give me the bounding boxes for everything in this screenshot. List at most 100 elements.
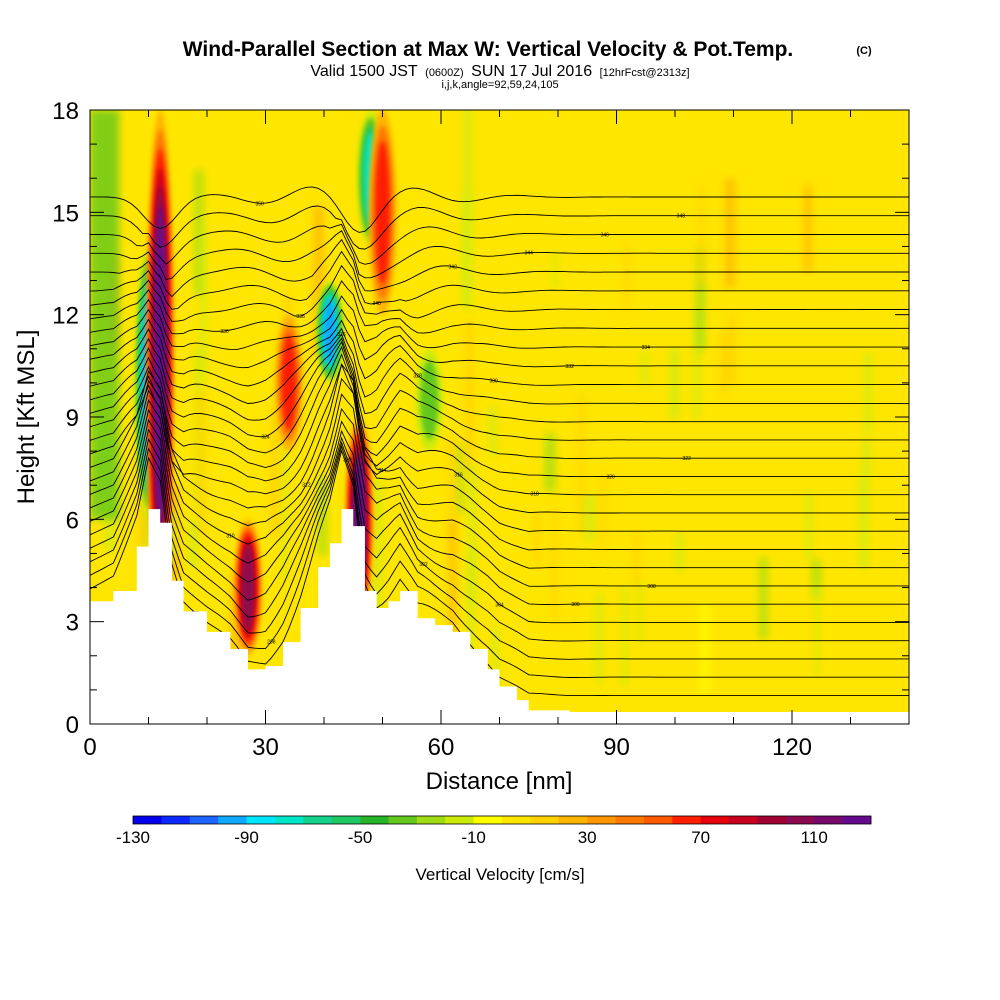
colorbar-swatch (842, 816, 872, 824)
texture-cell (313, 206, 324, 358)
texture-cell (727, 314, 737, 386)
forecast-label: [12hrFcst@2313z] (600, 67, 690, 79)
isentrope-line (90, 340, 909, 459)
x-tick-label: 90 (603, 734, 630, 761)
texture-cell (805, 491, 813, 560)
colorbar-swatch (814, 816, 843, 824)
colorbar-tick-label: -90 (234, 828, 259, 847)
isentrope-line (90, 318, 909, 387)
isentrope-line (90, 345, 909, 478)
valid-time-line: Valid 1500 JST (0600Z) SUN 17 Jul 2016 [… (310, 63, 689, 80)
texture-cell (624, 243, 630, 309)
colorbar-title: Vertical Velocity [cm/s] (415, 865, 584, 884)
texture-cell (269, 408, 281, 537)
colorbar-swatch (530, 816, 560, 824)
colorbar-swatch (133, 816, 162, 824)
isentrope-line (90, 223, 909, 265)
valid-prefix: Valid 1500 JST (310, 63, 418, 80)
colorbar-frame (132, 815, 872, 825)
texture-cell (448, 436, 456, 544)
texture-cell (457, 444, 464, 515)
texture-cell (693, 308, 701, 419)
texture-cell (759, 557, 768, 639)
colorbar-swatch (700, 816, 730, 824)
downdraft-core (323, 298, 336, 365)
axes: 0 30 60 90 120 0 3 6 9 12 15 18 (52, 98, 910, 761)
y-tick-label: 0 (66, 712, 79, 739)
isentrope-label: 304 (495, 603, 504, 609)
isentrope-line (90, 389, 909, 569)
colorbar-swatch (502, 816, 531, 824)
isentrope-line (90, 264, 909, 322)
valid-date: SUN 17 Jul 2016 (471, 63, 592, 80)
isentrope-label: 324 (261, 435, 270, 441)
texture-cell (465, 261, 472, 311)
isentrope-label: 342 (449, 264, 458, 270)
texture-cell (199, 225, 207, 377)
isentrope-line (90, 377, 909, 551)
colorbar: -130 -90 -50 -10 30 70 110 (116, 815, 872, 847)
texture-cell (551, 507, 558, 622)
copyright-mark: (C) (856, 45, 872, 57)
colorbar-swatch (218, 816, 247, 824)
isentrope-line (90, 363, 909, 532)
texture-cell (188, 519, 199, 568)
colorbar-swatch (416, 816, 446, 824)
texture-cell (858, 474, 869, 569)
texture-cell (552, 250, 558, 288)
y-tick-label: 9 (66, 405, 79, 432)
isentrope-line (90, 250, 909, 310)
isentrope-line (90, 444, 909, 678)
colorbar-tick-label: 110 (801, 828, 828, 847)
texture-cell (695, 247, 706, 351)
colorbar-swatch (757, 816, 787, 824)
colorbar-swatch (587, 816, 616, 824)
colorbar-swatch (331, 816, 361, 824)
isentrope-label: 326 (337, 332, 346, 338)
isentrope-label: 330 (489, 378, 498, 384)
chart-title: Wind-Parallel Section at Max W: Vertical… (183, 38, 794, 61)
colorbar-swatch (615, 816, 645, 824)
updraft-core (241, 543, 254, 632)
valid-utc: (0600Z) (425, 67, 464, 79)
x-tick-label: 60 (428, 734, 455, 761)
updraft-core (281, 335, 297, 431)
updraft-core (375, 140, 390, 284)
texture-cell (544, 433, 556, 492)
y-tick-label: 6 (66, 507, 79, 534)
colorbar-swatch (274, 816, 304, 824)
isentrope-label: 328 (413, 374, 422, 380)
isentrope-line (90, 308, 909, 369)
texture-cell (863, 353, 873, 434)
texture-cell (584, 494, 595, 541)
y-tick-label: 15 (52, 200, 79, 227)
isentrope-line (90, 205, 909, 250)
x-tick-label: 30 (252, 734, 279, 761)
x-axis-label: Distance [nm] (426, 768, 573, 795)
isentrope-line (90, 428, 909, 642)
isentrope-line (90, 333, 909, 423)
colorbar-tick-label: 70 (691, 828, 710, 847)
isentrope-label: 316 (454, 472, 463, 478)
colorbar-swatch (303, 816, 332, 824)
isentrope-label: 302 (419, 562, 428, 568)
texture-cell (194, 170, 204, 295)
isentrope-label: 348 (677, 214, 686, 220)
isentrope-line (90, 295, 909, 351)
isentrope-label: 314 (378, 468, 387, 474)
colorbar-swatch (473, 816, 503, 824)
isentrope-label: 322 (683, 456, 692, 462)
texture-cell (669, 348, 680, 419)
isentrope-line (90, 353, 909, 496)
texture-cell (862, 439, 872, 479)
colorbar-tick-label: -130 (116, 828, 150, 847)
texture-cell (675, 533, 684, 572)
isentrope-label: 306 (571, 602, 580, 608)
texture-cell (281, 440, 287, 583)
texture-cell (318, 477, 328, 556)
isentrope-label: 310 (226, 533, 235, 539)
texture-cell (463, 110, 473, 263)
y-tick-label: 12 (52, 303, 79, 330)
isentrope-line (90, 238, 909, 298)
texture-cell (595, 593, 603, 683)
